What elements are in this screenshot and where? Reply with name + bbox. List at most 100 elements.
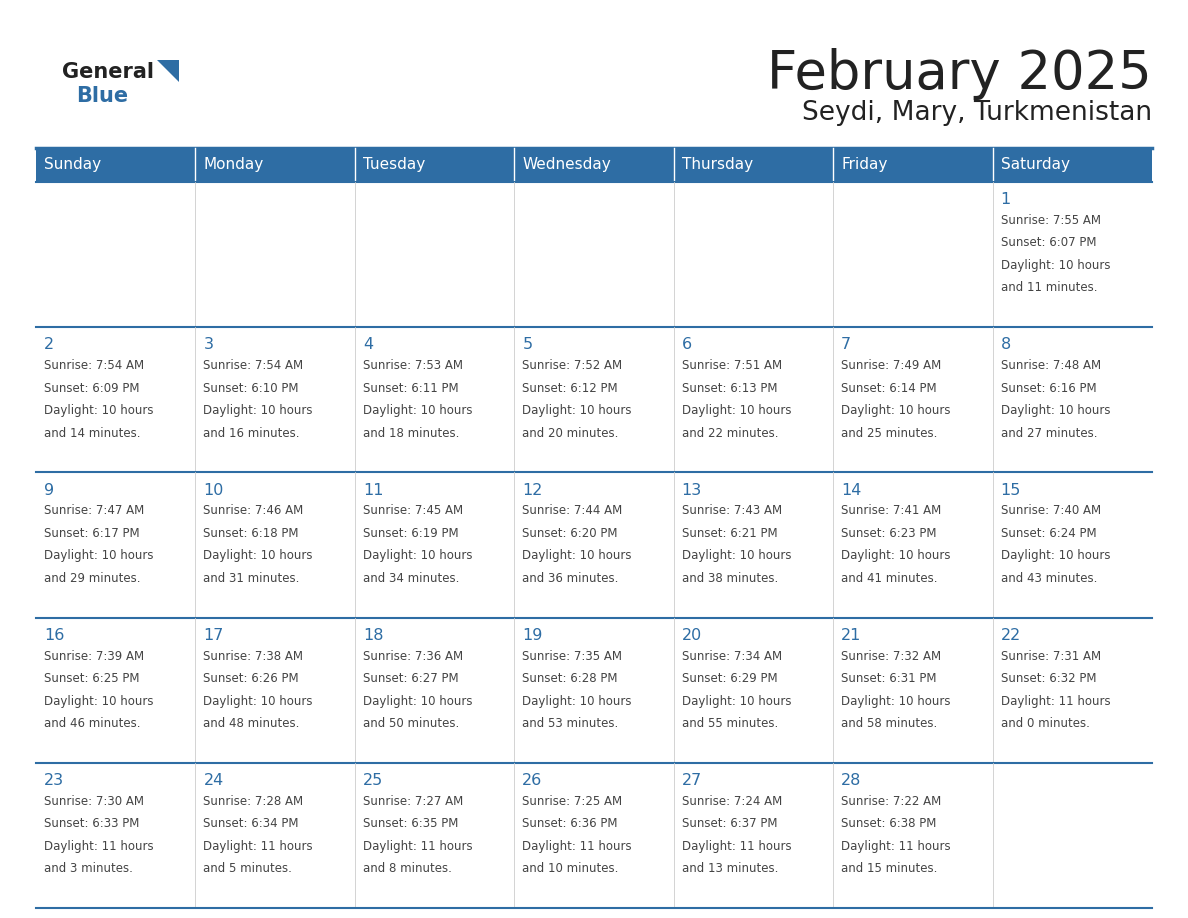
Text: Sunset: 6:13 PM: Sunset: 6:13 PM (682, 382, 777, 395)
Text: Sunrise: 7:51 AM: Sunrise: 7:51 AM (682, 359, 782, 372)
Text: Daylight: 10 hours: Daylight: 10 hours (682, 695, 791, 708)
Text: and 53 minutes.: and 53 minutes. (523, 717, 619, 730)
Text: Sunrise: 7:43 AM: Sunrise: 7:43 AM (682, 504, 782, 518)
Text: Sunrise: 7:30 AM: Sunrise: 7:30 AM (44, 795, 144, 808)
Text: Sunset: 6:17 PM: Sunset: 6:17 PM (44, 527, 140, 540)
Text: 11: 11 (362, 483, 384, 498)
Text: 6: 6 (682, 337, 691, 353)
Text: Sunset: 6:27 PM: Sunset: 6:27 PM (362, 672, 459, 685)
Text: Tuesday: Tuesday (362, 158, 425, 173)
Text: Daylight: 10 hours: Daylight: 10 hours (44, 404, 153, 417)
Text: Daylight: 10 hours: Daylight: 10 hours (841, 404, 950, 417)
Text: Sunrise: 7:40 AM: Sunrise: 7:40 AM (1000, 504, 1100, 518)
Text: Sunrise: 7:53 AM: Sunrise: 7:53 AM (362, 359, 463, 372)
Text: Sunset: 6:07 PM: Sunset: 6:07 PM (1000, 237, 1097, 250)
Text: General: General (62, 62, 154, 82)
Text: Sunset: 6:26 PM: Sunset: 6:26 PM (203, 672, 299, 685)
Text: February 2025: February 2025 (767, 48, 1152, 100)
Text: Sunrise: 7:31 AM: Sunrise: 7:31 AM (1000, 650, 1100, 663)
Text: Daylight: 11 hours: Daylight: 11 hours (841, 840, 950, 853)
Text: and 3 minutes.: and 3 minutes. (44, 862, 133, 875)
Text: Daylight: 11 hours: Daylight: 11 hours (523, 840, 632, 853)
Text: and 11 minutes.: and 11 minutes. (1000, 282, 1097, 295)
Text: 18: 18 (362, 628, 384, 643)
Text: 12: 12 (523, 483, 543, 498)
Text: 7: 7 (841, 337, 852, 353)
Bar (992, 182, 1152, 327)
Text: Thursday: Thursday (682, 158, 753, 173)
Text: and 0 minutes.: and 0 minutes. (1000, 717, 1089, 730)
Text: Sunrise: 7:34 AM: Sunrise: 7:34 AM (682, 650, 782, 663)
Bar (674, 473, 833, 618)
Text: and 8 minutes.: and 8 minutes. (362, 862, 451, 875)
Text: Daylight: 10 hours: Daylight: 10 hours (203, 695, 312, 708)
Text: 28: 28 (841, 773, 861, 788)
Bar (992, 327, 1152, 473)
Bar (992, 618, 1152, 763)
Text: and 10 minutes.: and 10 minutes. (523, 862, 619, 875)
Bar (36, 182, 196, 327)
Bar (355, 473, 514, 618)
Text: and 16 minutes.: and 16 minutes. (203, 427, 299, 440)
Text: Sunrise: 7:35 AM: Sunrise: 7:35 AM (523, 650, 623, 663)
Text: Sunset: 6:36 PM: Sunset: 6:36 PM (523, 817, 618, 830)
Bar (674, 763, 833, 908)
Text: Sunset: 6:09 PM: Sunset: 6:09 PM (44, 382, 139, 395)
Polygon shape (157, 60, 179, 82)
Bar (674, 148, 833, 182)
Text: and 38 minutes.: and 38 minutes. (682, 572, 778, 585)
Text: 20: 20 (682, 628, 702, 643)
Text: 2: 2 (44, 337, 55, 353)
Bar (355, 327, 514, 473)
Text: 27: 27 (682, 773, 702, 788)
Text: Sunset: 6:33 PM: Sunset: 6:33 PM (44, 817, 139, 830)
Text: and 14 minutes.: and 14 minutes. (44, 427, 140, 440)
Bar (992, 473, 1152, 618)
Bar (833, 763, 992, 908)
Text: Sunset: 6:21 PM: Sunset: 6:21 PM (682, 527, 777, 540)
Bar (674, 618, 833, 763)
Bar (514, 618, 674, 763)
Text: Sunrise: 7:32 AM: Sunrise: 7:32 AM (841, 650, 941, 663)
Text: Saturday: Saturday (1000, 158, 1069, 173)
Text: Sunrise: 7:49 AM: Sunrise: 7:49 AM (841, 359, 941, 372)
Text: Daylight: 10 hours: Daylight: 10 hours (203, 549, 312, 563)
Text: and 31 minutes.: and 31 minutes. (203, 572, 299, 585)
Text: Daylight: 10 hours: Daylight: 10 hours (362, 404, 473, 417)
Text: Sunrise: 7:36 AM: Sunrise: 7:36 AM (362, 650, 463, 663)
Text: Sunset: 6:32 PM: Sunset: 6:32 PM (1000, 672, 1097, 685)
Text: 16: 16 (44, 628, 64, 643)
Bar (355, 182, 514, 327)
Text: and 50 minutes.: and 50 minutes. (362, 717, 459, 730)
Text: and 55 minutes.: and 55 minutes. (682, 717, 778, 730)
Bar (833, 327, 992, 473)
Text: Daylight: 10 hours: Daylight: 10 hours (1000, 404, 1110, 417)
Bar (833, 618, 992, 763)
Text: and 48 minutes.: and 48 minutes. (203, 717, 299, 730)
Text: Blue: Blue (76, 86, 128, 106)
Bar (355, 618, 514, 763)
Text: Sunrise: 7:25 AM: Sunrise: 7:25 AM (523, 795, 623, 808)
Bar (833, 148, 992, 182)
Text: 17: 17 (203, 628, 223, 643)
Text: Sunset: 6:20 PM: Sunset: 6:20 PM (523, 527, 618, 540)
Bar (514, 763, 674, 908)
Text: and 34 minutes.: and 34 minutes. (362, 572, 460, 585)
Bar (36, 148, 196, 182)
Text: Daylight: 10 hours: Daylight: 10 hours (523, 695, 632, 708)
Text: Daylight: 10 hours: Daylight: 10 hours (203, 404, 312, 417)
Bar (833, 182, 992, 327)
Text: 5: 5 (523, 337, 532, 353)
Text: Sunset: 6:19 PM: Sunset: 6:19 PM (362, 527, 459, 540)
Text: 13: 13 (682, 483, 702, 498)
Text: Daylight: 10 hours: Daylight: 10 hours (682, 404, 791, 417)
Text: 15: 15 (1000, 483, 1020, 498)
Text: Sunrise: 7:54 AM: Sunrise: 7:54 AM (44, 359, 144, 372)
Text: and 58 minutes.: and 58 minutes. (841, 717, 937, 730)
Text: Sunset: 6:10 PM: Sunset: 6:10 PM (203, 382, 299, 395)
Text: 9: 9 (44, 483, 55, 498)
Bar (514, 148, 674, 182)
Text: Sunrise: 7:45 AM: Sunrise: 7:45 AM (362, 504, 463, 518)
Text: Daylight: 11 hours: Daylight: 11 hours (44, 840, 153, 853)
Text: 21: 21 (841, 628, 861, 643)
